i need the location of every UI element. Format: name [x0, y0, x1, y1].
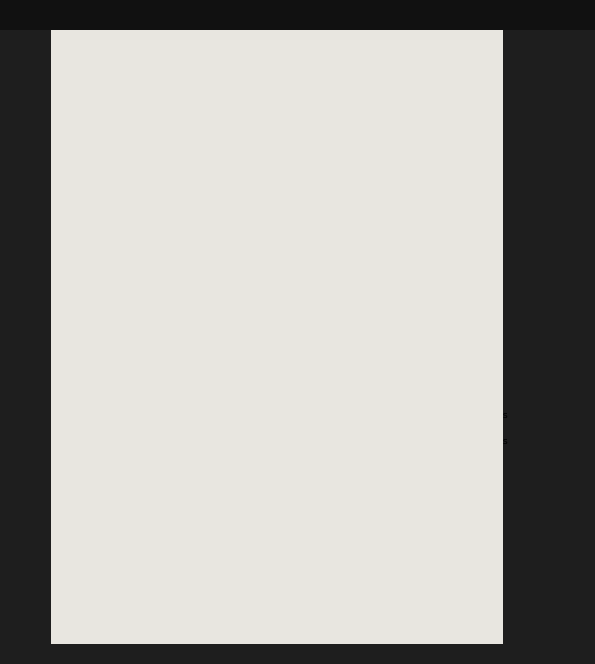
Text: x: x: [92, 284, 98, 294]
Text: 1: 1: [488, 428, 494, 438]
Text: 0: 0: [92, 337, 98, 347]
Text: < ASSIGNMENTS / ALGEBRA 1: UNIT 3 TEST REVIEW: < ASSIGNMENTS / ALGEBRA 1: UNIT 3 TEST R…: [199, 11, 396, 19]
Text: The graph of function f has the steeper slope, and the difference of the steepne: The graph of function f has the steeper …: [104, 492, 481, 501]
Text: 6: 6: [488, 419, 494, 428]
FancyBboxPatch shape: [83, 276, 107, 302]
Text: 1: 1: [488, 483, 494, 493]
Circle shape: [534, 7, 549, 23]
Text: 2: 2: [488, 472, 494, 481]
Text: B: B: [85, 437, 91, 446]
Text: 6: 6: [92, 390, 98, 400]
FancyBboxPatch shape: [107, 276, 131, 302]
Text: 1: 1: [488, 402, 494, 411]
FancyBboxPatch shape: [79, 618, 142, 637]
Text: 3: 3: [92, 363, 98, 374]
Text: C: C: [85, 463, 91, 473]
FancyBboxPatch shape: [83, 329, 107, 355]
FancyBboxPatch shape: [83, 302, 107, 329]
Text: 0: 0: [116, 310, 122, 321]
FancyBboxPatch shape: [107, 302, 131, 329]
FancyBboxPatch shape: [83, 382, 107, 408]
Text: The graph of function g has the steeper slope, and the difference of the steepne: The graph of function g has the steeper …: [104, 410, 508, 420]
Text: y: y: [116, 284, 122, 294]
Text: D: D: [84, 492, 92, 501]
FancyBboxPatch shape: [107, 382, 131, 408]
Text: The graph of function f has the steeper slope, and the difference of the steepne: The graph of function f has the steeper …: [104, 463, 481, 473]
Text: Which statement best compares the slopes of the graphs of the two functions?: Which statement best compares the slopes…: [80, 383, 467, 394]
Text: 13: 13: [62, 48, 77, 59]
FancyBboxPatch shape: [107, 355, 131, 382]
Text: The graph of function g has the steeper slope, and the difference of the steepne: The graph of function g has the steeper …: [104, 437, 508, 446]
Text: 1: 1: [488, 455, 494, 464]
Text: The graph represents the linear function f (x).: The graph represents the linear function…: [95, 48, 334, 59]
FancyBboxPatch shape: [54, 41, 86, 66]
FancyBboxPatch shape: [107, 329, 131, 355]
Text: 3: 3: [116, 390, 122, 400]
FancyBboxPatch shape: [83, 355, 107, 382]
Circle shape: [516, 7, 531, 23]
Text: -3: -3: [90, 310, 100, 321]
Text: The table represents the linear function g (x).: The table represents the linear function…: [80, 256, 318, 266]
Text: A: A: [85, 410, 91, 420]
Text: 2: 2: [488, 446, 494, 455]
Text: y: y: [200, 50, 204, 60]
Text: 6: 6: [488, 501, 494, 510]
Text: 1: 1: [116, 337, 122, 347]
Text: 2: 2: [116, 363, 122, 374]
Circle shape: [552, 7, 566, 23]
Text: x: x: [341, 147, 346, 157]
Circle shape: [570, 7, 584, 23]
